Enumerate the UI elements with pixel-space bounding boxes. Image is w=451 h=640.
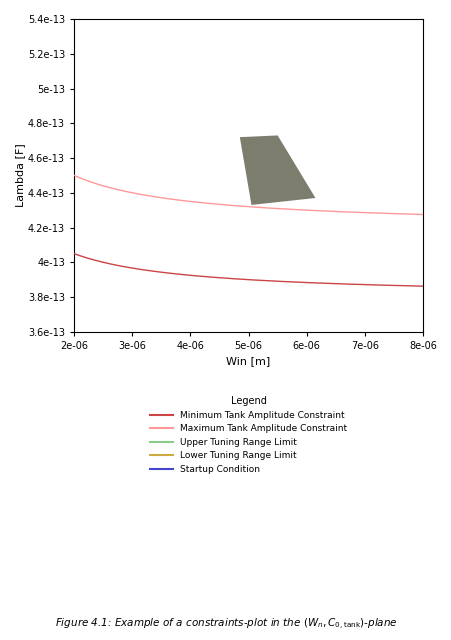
Text: Figure 4.1: Example of a constraints-plot in the $(W_n, C_{0,\mathrm{tank}})$-pl: Figure 4.1: Example of a constraints-plo… (55, 617, 396, 632)
Legend: Minimum Tank Amplitude Constraint, Maximum Tank Amplitude Constraint, Upper Tuni: Minimum Tank Amplitude Constraint, Maxim… (146, 392, 350, 477)
Y-axis label: Lambda [F]: Lambda [F] (15, 143, 25, 207)
Polygon shape (239, 136, 315, 205)
X-axis label: Win [m]: Win [m] (226, 356, 270, 366)
